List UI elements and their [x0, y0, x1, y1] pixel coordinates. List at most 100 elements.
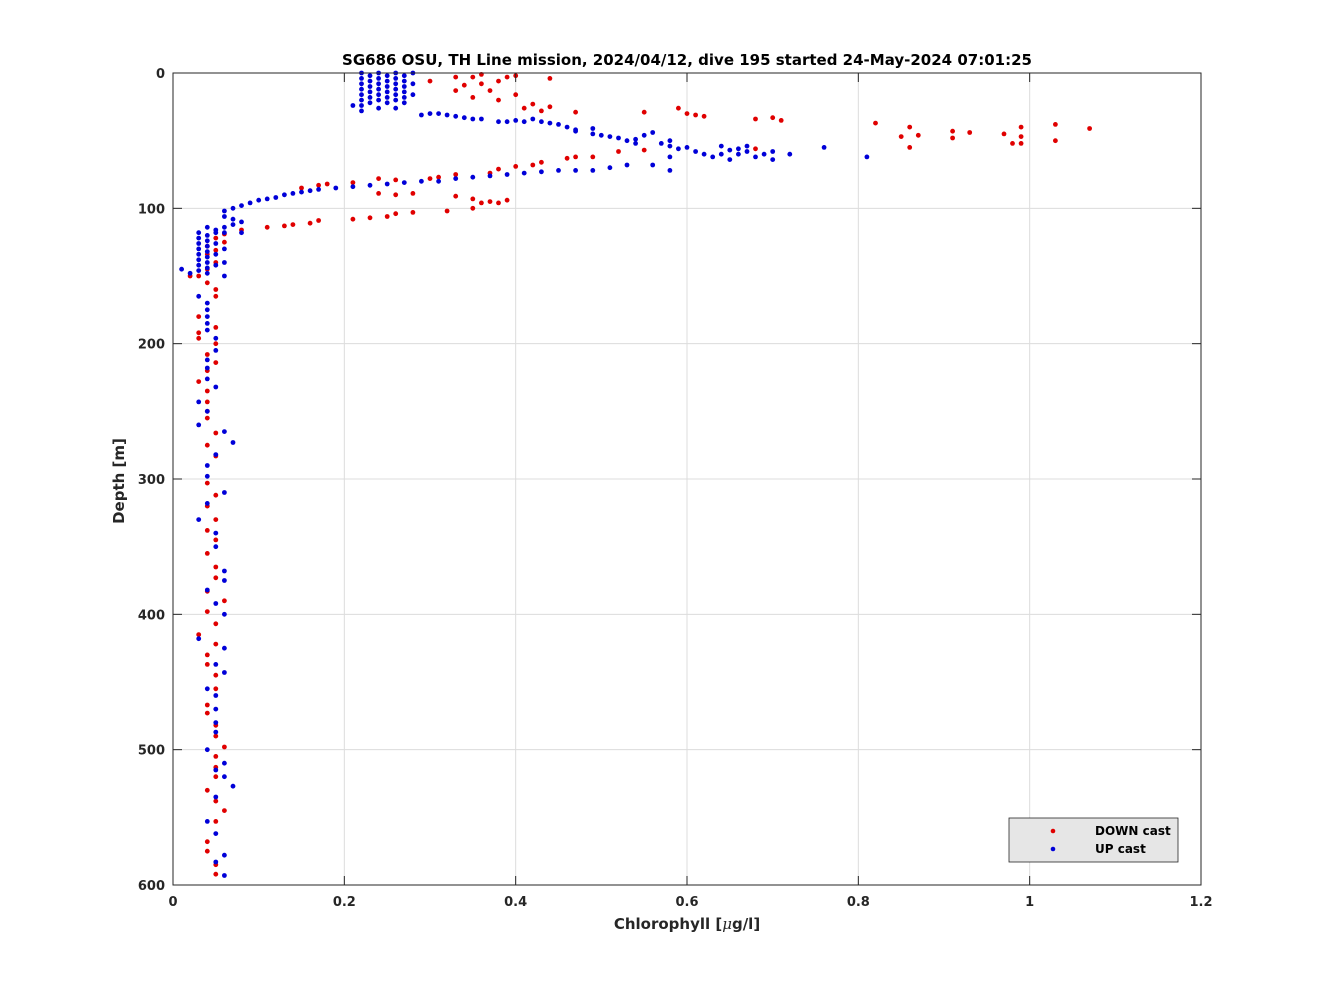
up-cast-point: [222, 568, 227, 574]
down-cast-point: [196, 314, 202, 319]
up-cast-point: [213, 859, 219, 865]
chart-title: SG686 OSU, TH Line mission, 2024/04/12, …: [342, 51, 1032, 69]
down-cast-point: [427, 176, 433, 182]
up-cast-point: [196, 262, 202, 268]
up-cast-point: [676, 146, 681, 152]
down-cast-point: [213, 575, 219, 581]
down-cast-point: [213, 686, 219, 692]
up-cast-point: [384, 84, 390, 89]
up-cast-point: [436, 111, 441, 116]
up-cast-point: [384, 89, 390, 95]
up-cast-point: [393, 81, 399, 87]
down-cast-point: [204, 848, 210, 854]
down-cast-point: [376, 176, 381, 182]
down-cast-point: [436, 174, 441, 180]
up-cast-point: [504, 172, 510, 177]
up-cast-point: [204, 260, 210, 265]
up-cast-point: [564, 124, 570, 130]
up-cast-point: [393, 92, 399, 98]
data-points: [179, 70, 1092, 878]
up-cast-point: [204, 747, 210, 753]
down-cast-point: [213, 774, 219, 780]
up-cast-point: [204, 307, 210, 313]
up-cast-point: [230, 783, 236, 789]
up-cast-point: [718, 151, 724, 157]
down-cast-point: [204, 652, 210, 658]
up-cast-point: [787, 151, 793, 157]
down-cast-point: [213, 733, 219, 739]
y-tick-label: 300: [138, 473, 165, 488]
down-cast-point: [213, 641, 219, 647]
up-cast-point: [359, 108, 364, 114]
down-cast-point: [427, 78, 433, 84]
down-cast-point: [204, 280, 210, 286]
down-cast-point: [393, 177, 399, 183]
up-cast-point: [213, 767, 219, 773]
down-cast-point: [213, 564, 219, 570]
up-cast-point: [213, 601, 219, 606]
down-cast-point: [213, 360, 219, 365]
legend-up-label: UP cast: [1095, 842, 1146, 856]
down-cast-point: [204, 787, 210, 793]
down-cast-point: [213, 672, 219, 678]
up-cast-point: [204, 265, 210, 271]
down-cast-point: [290, 222, 296, 228]
up-cast-point: [384, 73, 390, 79]
up-cast-point: [213, 241, 219, 246]
up-cast-point: [401, 180, 407, 186]
up-cast-point: [590, 131, 596, 137]
up-cast-point: [864, 154, 870, 160]
up-cast-point: [401, 78, 407, 84]
down-cast-point: [693, 112, 698, 118]
down-cast-point: [264, 224, 270, 230]
up-cast-point: [204, 376, 210, 382]
up-cast-point: [736, 151, 741, 157]
up-cast-point: [213, 262, 219, 268]
up-cast-point: [247, 200, 253, 206]
down-cast-point: [770, 115, 776, 121]
up-cast-point: [384, 100, 390, 106]
up-cast-point: [573, 168, 578, 173]
up-cast-point: [196, 257, 202, 263]
up-cast-point: [624, 162, 630, 168]
up-cast-point: [222, 246, 227, 252]
up-cast-point: [556, 168, 561, 173]
up-cast-point: [744, 143, 750, 149]
down-cast-point: [1087, 126, 1092, 131]
down-cast-point: [384, 214, 390, 219]
up-cast-point: [222, 429, 227, 434]
up-cast-point: [222, 490, 227, 495]
up-cast-point: [204, 238, 210, 244]
down-cast-point: [487, 88, 493, 93]
up-cast-point: [222, 852, 227, 858]
down-cast-point: [222, 239, 227, 245]
down-cast-point: [496, 200, 501, 206]
up-cast-point: [761, 151, 767, 157]
down-cast-point: [453, 193, 459, 199]
up-cast-point: [179, 266, 185, 272]
up-cast-point: [213, 452, 219, 457]
down-cast-point: [204, 528, 210, 533]
x-tick-label: 1.2: [1189, 895, 1212, 910]
up-cast-point: [222, 208, 227, 214]
up-cast-point: [376, 86, 381, 92]
up-cast-point: [513, 118, 519, 123]
down-cast-point: [410, 191, 416, 196]
down-cast-point: [496, 78, 501, 84]
down-cast-point: [873, 120, 878, 126]
up-cast-point: [213, 530, 219, 536]
down-cast-point: [444, 208, 450, 214]
up-cast-point: [222, 873, 227, 878]
up-cast-point: [367, 182, 373, 188]
x-tick-label: 0: [168, 895, 177, 910]
down-cast-point: [898, 134, 904, 140]
y-axis-title: Depth [m]: [110, 438, 128, 524]
y-tick-label: 600: [138, 879, 165, 894]
up-cast-point: [539, 169, 544, 175]
down-cast-point: [967, 130, 973, 135]
up-cast-point: [187, 270, 193, 276]
up-cast-point: [470, 174, 476, 180]
down-cast-point: [204, 839, 210, 845]
down-cast-point: [676, 105, 681, 111]
up-cast-point: [213, 335, 219, 341]
